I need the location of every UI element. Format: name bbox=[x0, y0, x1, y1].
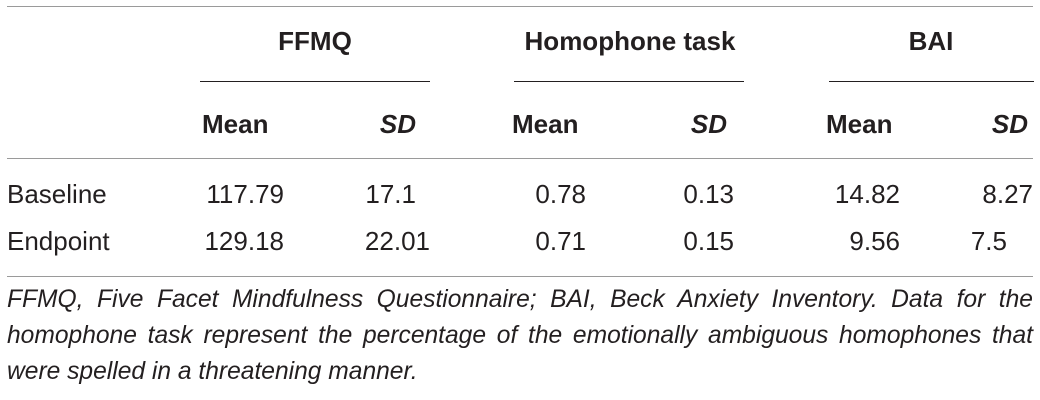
subheader-bai-sd: SD bbox=[991, 109, 1028, 139]
subheader-ffmq-mean: Mean bbox=[202, 109, 269, 139]
table-footnote: FFMQ, Five Facet Mindfulness Questionnai… bbox=[7, 286, 1033, 385]
subheader-bai-mean: Mean bbox=[826, 109, 893, 139]
subheader-homophone-sd: SD bbox=[690, 109, 727, 139]
group-rule-homophone-task bbox=[514, 81, 744, 82]
group-header-homophone-task: Homophone task bbox=[524, 26, 736, 56]
row-label-endpoint: Endpoint bbox=[7, 226, 110, 256]
table-cell: 0.71 bbox=[535, 226, 586, 256]
table-top-rule bbox=[7, 6, 1033, 7]
table-header-rule bbox=[7, 158, 1033, 159]
table-cell: 0.13 bbox=[683, 179, 734, 209]
table-bottom-rule bbox=[7, 276, 1033, 277]
table-cell: 0.78 bbox=[535, 179, 586, 209]
subheader-homophone-mean: Mean bbox=[512, 109, 579, 139]
group-rule-ffmq bbox=[200, 81, 430, 82]
table-cell: 9.56 bbox=[849, 226, 900, 256]
table-cell: 117.79 bbox=[206, 179, 284, 209]
row-label-baseline: Baseline bbox=[7, 179, 107, 209]
group-header-ffmq: FFMQ bbox=[278, 26, 352, 56]
table-cell: 129.18 bbox=[204, 226, 284, 256]
table-cell: 22.01 bbox=[364, 226, 430, 256]
subheader-ffmq-sd: SD bbox=[379, 109, 416, 139]
table-cell: 8.27 bbox=[982, 179, 1033, 209]
group-rule-bai bbox=[829, 81, 1034, 82]
table-cell: 14.82 bbox=[834, 179, 900, 209]
table-cell: 0.15 bbox=[683, 226, 734, 256]
table-cell: 17.1 bbox=[365, 179, 416, 209]
group-header-bai: BAI bbox=[908, 26, 954, 56]
table-cell: 7.5 bbox=[970, 226, 1007, 256]
